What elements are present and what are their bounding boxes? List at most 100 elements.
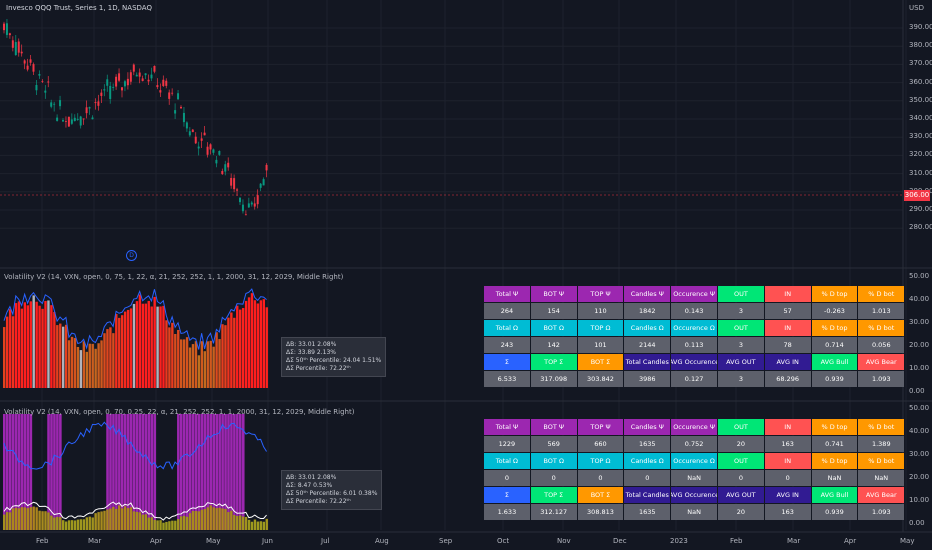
candle-body [233, 178, 236, 190]
volatility-bar [56, 325, 59, 388]
volatility-bar [221, 324, 224, 388]
indicator-1-title[interactable]: Volatility V2 (14, VXN, open, 0, 75, 1, … [4, 273, 344, 281]
candle-body [11, 40, 14, 48]
candle-body [121, 87, 123, 91]
tooltip-line: ΔΣ 50ᵗʰ Percentile: 24.04 1.51% [286, 357, 382, 364]
volatility-bar [244, 516, 248, 530]
candle-body [197, 146, 200, 149]
volatility-bar [156, 520, 159, 530]
volatility-bar [11, 508, 15, 530]
volatility-bar [250, 293, 254, 388]
table-value-cell: 0 [577, 470, 624, 486]
volatility-bar [206, 341, 209, 388]
volatility-bar [147, 517, 150, 530]
volatility-bar [106, 329, 109, 388]
candle-body [38, 74, 41, 76]
volatility-bar [233, 317, 236, 388]
candle-body [259, 183, 262, 188]
background-band [218, 414, 221, 530]
volatility-bar [79, 519, 83, 530]
table-header-cell: IN [764, 419, 811, 435]
volatility-bar [191, 510, 195, 530]
volatility-line [3, 501, 267, 521]
background-band [50, 414, 53, 530]
candle-body [64, 121, 67, 122]
volatility-bar [141, 303, 145, 388]
volatility-bar [203, 509, 206, 530]
table-value-cell: 1635 [624, 504, 671, 520]
candle-body [135, 74, 138, 77]
volatility-bar [188, 513, 192, 530]
volatility-bar [165, 320, 168, 388]
volatility-bar [62, 326, 65, 388]
volatility-bar [47, 300, 50, 388]
candle-body [212, 149, 215, 153]
time-axis-label: Mar [88, 537, 102, 545]
background-band [200, 414, 204, 530]
volatility-bar [174, 520, 177, 530]
background-band [197, 414, 201, 530]
price-axis-tick: 360.00 [909, 77, 932, 86]
candle-body [185, 122, 188, 129]
table-value-cell: 3 [717, 371, 764, 387]
time-axis-label: Apr [150, 537, 163, 545]
volatility-bar [144, 514, 147, 530]
indicator-2-axis-tick: 0.00 [909, 519, 925, 527]
volatility-bar [218, 339, 221, 388]
volatility-bar [38, 305, 41, 388]
candle-body [103, 89, 106, 91]
candle-body [265, 164, 268, 171]
table-value-cell: 0.741 [811, 436, 858, 452]
table-header-cell: Candles Ω [624, 320, 671, 336]
background-band [224, 414, 227, 530]
candle-body [82, 118, 85, 120]
table-value-cell: 0 [717, 470, 764, 486]
volatility-bar [115, 508, 118, 530]
background-band [147, 414, 151, 530]
table-value-cell: 1.633 [484, 504, 530, 520]
candle-body [56, 117, 59, 121]
stats-table-2: Total Ψ BOT Ψ TOP Ψ Candles Ψ Occurence Ψ OUT… [484, 419, 905, 520]
candle-body [191, 129, 194, 133]
table-value-cell: 569 [530, 436, 577, 452]
volatility-bar [56, 516, 59, 530]
volatility-bar [67, 520, 71, 530]
time-axis-label: 2023 [670, 537, 688, 545]
table-header-cell: AVG Bull [811, 354, 858, 370]
table-header-cell: IN [764, 286, 811, 302]
volatility-bar [35, 301, 38, 388]
volatility-bar [103, 333, 106, 388]
background-band [106, 414, 109, 530]
table-value-cell: 68.296 [764, 371, 811, 387]
table-value-cell: 243 [484, 337, 530, 353]
table-header-cell: BOT Σ [577, 354, 624, 370]
price-axis-tick: 310.00 [909, 168, 932, 177]
background-band [239, 414, 242, 530]
volatility-bar [177, 330, 180, 388]
background-band [115, 414, 118, 530]
candle-body [203, 132, 206, 136]
candle-body [62, 120, 64, 122]
currency-label: USD [909, 4, 924, 12]
tooltip-line: ΔΣ Percentile: 72.22ᵗʰ [286, 365, 351, 372]
background-band [109, 414, 112, 530]
volatility-bar [91, 343, 94, 388]
candle-body [14, 42, 17, 56]
volatility-bar [50, 515, 53, 530]
table-header-cell: AVG Occurence [671, 354, 717, 370]
dividend-marker[interactable]: D [126, 250, 137, 261]
indicator-2-axis-tick: 30.00 [909, 450, 930, 458]
candle-body [53, 103, 56, 105]
volatility-bar [174, 333, 177, 388]
background-band [123, 414, 127, 530]
volatility-bar [236, 516, 239, 530]
volatility-bar [138, 512, 142, 530]
volatility-bar [132, 511, 136, 530]
volatility-bar [112, 333, 115, 388]
background-band [241, 414, 245, 530]
table-header-cell: Occurence Ω [671, 453, 717, 469]
background-band [236, 414, 239, 530]
indicator-2-title[interactable]: Volatility V2 (14, VXN, open, 0, 70, 0.2… [4, 408, 355, 416]
background-band [11, 414, 15, 530]
table-value-cell: 3 [717, 303, 764, 319]
